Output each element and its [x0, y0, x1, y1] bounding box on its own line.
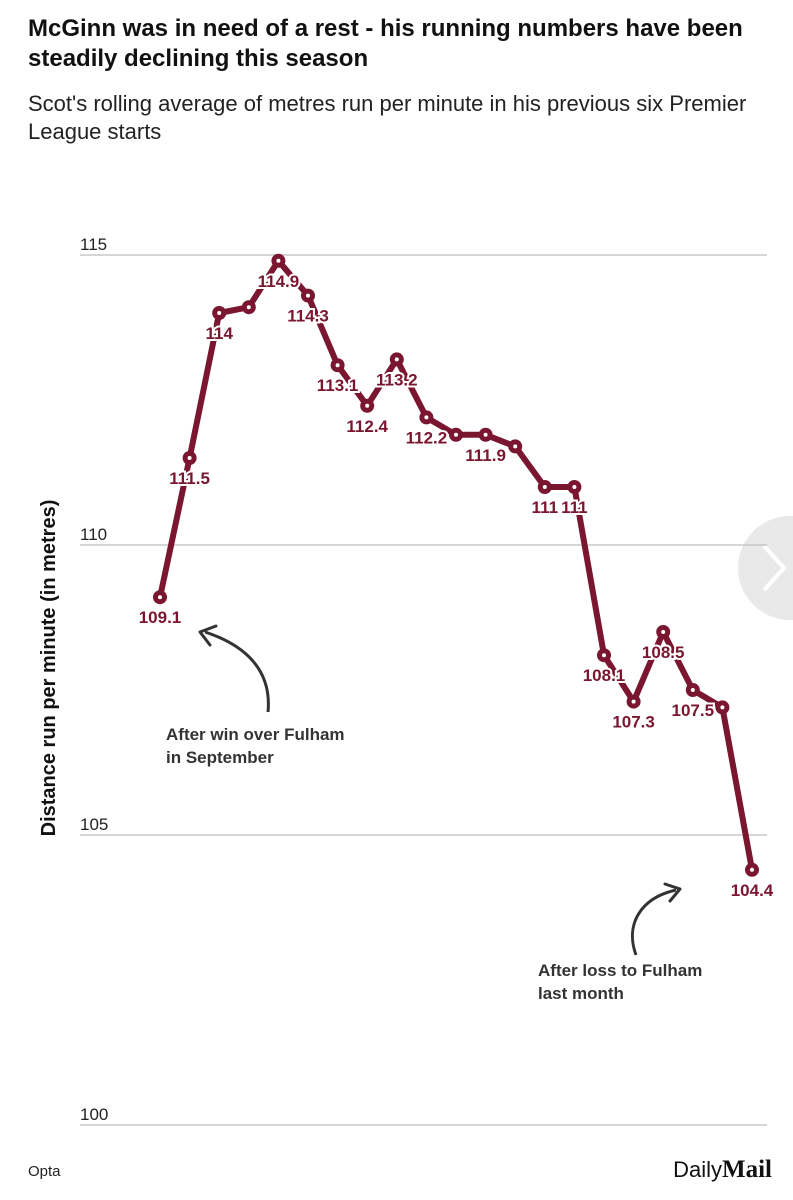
annotation-arrow [630, 888, 677, 956]
point-center [276, 258, 281, 263]
annotation: last month [538, 984, 624, 1003]
data-label: 107.5 [672, 701, 715, 720]
point-center [483, 432, 488, 437]
annotation-arrowhead [663, 882, 682, 903]
point-center [246, 305, 251, 310]
point-center [454, 432, 458, 437]
point-center [661, 630, 666, 634]
point-center [513, 444, 518, 449]
annotation-arrowhead [198, 624, 218, 647]
data-label: 114.3 [287, 307, 329, 326]
point-center [306, 293, 310, 298]
annotation: After win over Fulham [166, 725, 345, 744]
point-center [217, 311, 222, 315]
data-label: 113.2 [376, 370, 418, 389]
data-label: 108.1 [583, 666, 626, 685]
y-axis-label: Distance run per minute (in metres) [38, 500, 60, 837]
data-label: 114 [205, 324, 233, 343]
point-center [335, 363, 340, 368]
point-center [690, 688, 695, 692]
point-center [542, 485, 547, 489]
chart-title: McGinn was in need of a rest - his runni… [28, 15, 743, 72]
point-center [720, 705, 725, 710]
data-label: 104.4 [731, 881, 774, 900]
chart-subtitle: Scot's rolling average of metres run per… [28, 91, 747, 144]
point-center [394, 357, 399, 362]
data-label: 111.9 [465, 446, 506, 465]
line [157, 257, 755, 873]
point-center [187, 456, 192, 460]
annotation-arrow [204, 630, 270, 713]
data-label: 107.3 [612, 713, 655, 732]
point-center [602, 653, 606, 658]
y-tick-label: 100 [80, 1105, 108, 1124]
source: Opta [28, 1163, 61, 1180]
data-label: 113.1 [317, 376, 359, 395]
next-icon [762, 544, 787, 592]
point-center [365, 403, 370, 408]
data-label: 109.1 [139, 608, 182, 627]
point-center [750, 867, 754, 872]
logo-part: Daily [673, 1157, 722, 1182]
next-button[interactable] [738, 516, 793, 620]
y-tick-label: 110 [80, 525, 107, 544]
data-label: 108.5 [642, 643, 685, 662]
data-label: 111 [532, 498, 559, 517]
y-tick-label: 115 [80, 235, 107, 254]
data-label: 112.2 [406, 428, 448, 447]
point-center [424, 415, 429, 420]
data-label: 111.5 [169, 469, 210, 488]
data-label: 112.4 [346, 417, 388, 436]
point-center [572, 485, 577, 489]
y-tick-label: 105 [80, 815, 108, 834]
logo-part: Mail [722, 1156, 772, 1183]
annotation: in September [166, 748, 274, 767]
data-label: 111 [561, 498, 588, 517]
logo: DailyMail [673, 1156, 772, 1183]
data-label: 114.9 [258, 272, 300, 291]
point-center [631, 699, 636, 704]
annotation: After loss to Fulham [538, 961, 702, 980]
point-center [158, 595, 162, 600]
